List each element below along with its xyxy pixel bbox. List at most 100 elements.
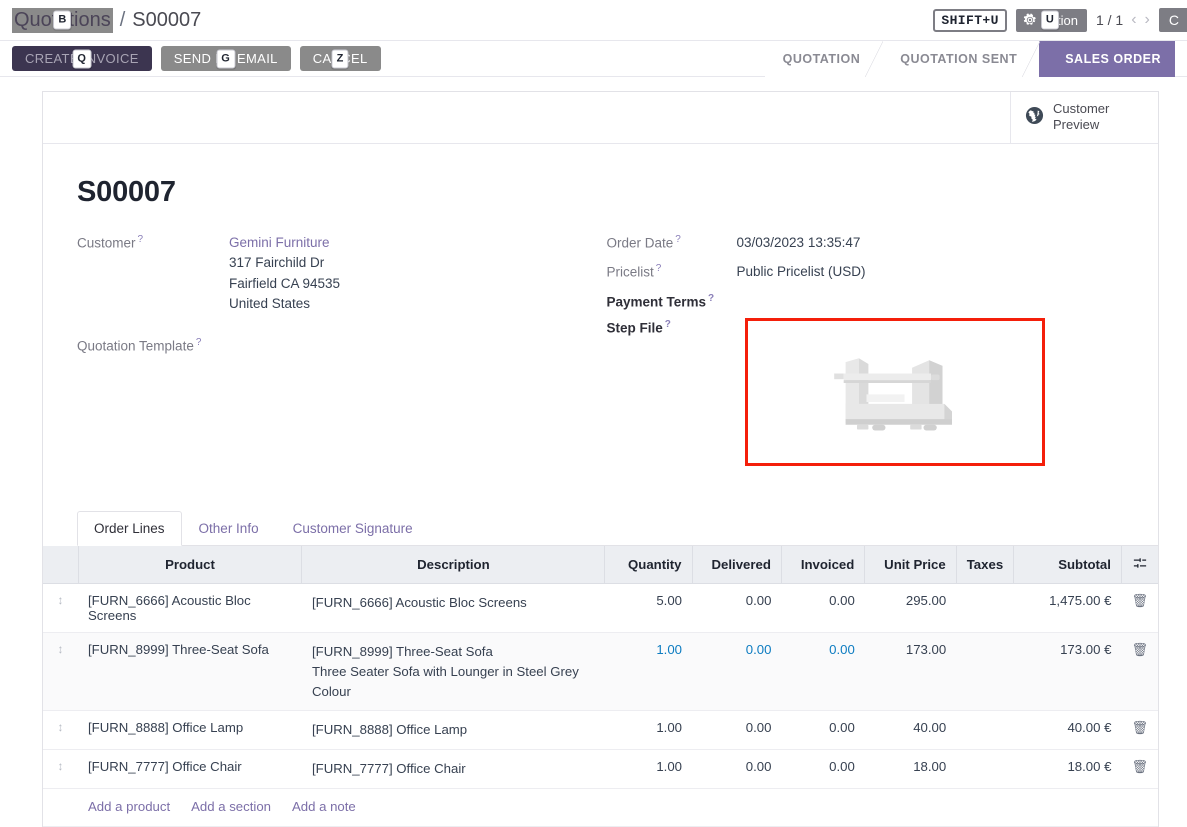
column-drag-handle (43, 546, 79, 585)
cell-product[interactable]: [FURN_6666] Acoustic Bloc Screens (78, 583, 302, 634)
delete-row-button[interactable]: 🗑 (1121, 710, 1158, 751)
help-icon[interactable]: ? (137, 233, 144, 245)
cell-quantity[interactable]: 1.00 (604, 749, 692, 790)
cell-description[interactable]: [FURN_6666] Acoustic Bloc Screens (301, 583, 605, 634)
cell-invoiced[interactable]: 0.00 (781, 583, 865, 634)
cell-invoiced[interactable]: 0.00 (781, 749, 865, 790)
add-a-note-link[interactable]: Add a note (291, 799, 356, 815)
cancel-button[interactable]: CANCEL Z (299, 46, 381, 71)
tab-customer-signature[interactable]: Customer Signature (276, 511, 430, 546)
row-drag-handle[interactable]: ↕ (43, 710, 79, 751)
table-row[interactable]: ↕ [FURN_7777] Office Chair [FURN_7777] O… (43, 749, 1158, 790)
cell-unit-price[interactable]: 18.00 (864, 749, 957, 790)
hotkey-badge-send-email: G (216, 49, 236, 68)
delete-row-button[interactable]: 🗑 (1121, 749, 1158, 790)
chevron-right-icon[interactable]: › (1144, 11, 1150, 28)
description-line: [FURN_6666] Acoustic Bloc Screens (311, 595, 527, 611)
customer-preview-button[interactable]: Customer Preview (1010, 92, 1158, 143)
table-row[interactable]: ↕ [FURN_6666] Acoustic Bloc Screens [FUR… (43, 583, 1158, 634)
status-step-quotation[interactable]: QUOTATION (764, 40, 883, 77)
column-delivered[interactable]: Delivered (692, 546, 782, 585)
customer-field-label: Customer? (77, 233, 229, 251)
tab-other-info[interactable]: Other Info (182, 511, 276, 546)
create-invoice-button[interactable]: CREATE INVOICE Q (12, 46, 152, 71)
control-panel-bar: CREATE INVOICE Q SEND BY EMAIL G CANCEL … (0, 40, 1187, 77)
delete-row-button[interactable]: 🗑 (1121, 632, 1158, 712)
cell-invoiced[interactable]: 0.00 (781, 632, 865, 712)
order-lines-table: Product Description Quantity Delivered I… (43, 546, 1158, 827)
cell-delivered[interactable]: 0.00 (692, 749, 782, 790)
cell-taxes[interactable] (956, 749, 1014, 790)
status-step-sales-order[interactable]: SALES ORDER (1022, 40, 1175, 77)
customer-preview-label: Customer Preview (1053, 101, 1109, 134)
add-a-section-link[interactable]: Add a section (191, 799, 271, 815)
cell-description[interactable]: [FURN_8999] Three-Seat Sofa Three Seater… (301, 632, 605, 712)
cell-delivered[interactable]: 0.00 (692, 583, 782, 634)
cell-quantity[interactable]: 5.00 (604, 583, 692, 634)
payment-terms-label: Payment Terms? (607, 292, 737, 310)
breadcrumb-root-quotations[interactable]: Quotations B (12, 7, 113, 33)
help-icon[interactable]: ? (708, 292, 715, 304)
breadcrumb-current-record: S00007 (132, 8, 202, 31)
step-file-preview[interactable] (744, 318, 1045, 467)
cell-unit-price[interactable]: 295.00 (864, 583, 957, 634)
cell-product[interactable]: [FURN_7777] Office Chair (78, 749, 302, 790)
field-row-order-date: Order Date? 03/03/2023 13:35:47 (607, 233, 1125, 254)
column-description[interactable]: Description (301, 546, 606, 585)
row-drag-handle[interactable]: ↕ (43, 583, 79, 634)
customer-address-line-3: United States (229, 296, 311, 312)
record-pager: 1 / 1 ‹ › (1096, 11, 1150, 29)
page-title: S00007 (77, 175, 176, 208)
hotkey-badge-cancel: Z (331, 49, 349, 68)
tab-customer-signature-label: Customer Signature (292, 521, 413, 537)
field-row-quotation-template: Quotation Template? (77, 336, 595, 354)
quotation-template-label-text: Quotation Template (77, 338, 194, 354)
status-step-quotation-sent[interactable]: QUOTATION SENT (882, 40, 1041, 77)
column-subtotal[interactable]: Subtotal (1013, 546, 1122, 585)
customer-link[interactable]: Gemini Furniture (229, 234, 330, 250)
tab-order-lines[interactable]: Order Lines (77, 511, 182, 547)
cell-product[interactable]: [FURN_8999] Three-Seat Sofa (78, 632, 302, 712)
add-a-product-link[interactable]: Add a product (88, 799, 171, 815)
chevron-left-icon[interactable]: ‹ (1131, 11, 1137, 28)
description-line: [FURN_8888] Office Lamp (311, 722, 468, 738)
help-icon[interactable]: ? (655, 263, 662, 275)
cell-taxes[interactable] (956, 710, 1014, 751)
action-menu-button[interactable]: Action U (1015, 8, 1087, 32)
column-quantity[interactable]: Quantity (604, 546, 693, 585)
table-row[interactable]: ↕ [FURN_8999] Three-Seat Sofa [FURN_8999… (43, 632, 1158, 712)
overflow-button-truncated[interactable]: C (1158, 8, 1187, 32)
help-icon[interactable]: ? (195, 336, 202, 348)
delete-row-button[interactable]: 🗑 (1121, 583, 1158, 634)
cell-description[interactable]: [FURN_8888] Office Lamp (301, 710, 605, 751)
column-product[interactable]: Product (78, 546, 303, 585)
help-icon[interactable]: ? (675, 233, 681, 245)
cell-taxes[interactable] (956, 632, 1014, 712)
cell-product[interactable]: [FURN_8888] Office Lamp (78, 710, 302, 751)
row-drag-handle[interactable]: ↕ (43, 632, 79, 712)
column-unit-price[interactable]: Unit Price (864, 546, 957, 585)
cell-description[interactable]: [FURN_7777] Office Chair (301, 749, 605, 790)
column-taxes[interactable]: Taxes (956, 546, 1015, 585)
notebook-tabs: Order Lines Other Info Customer Signatur… (77, 511, 1158, 547)
table-row[interactable]: ↕ [FURN_8888] Office Lamp [FURN_8888] Of… (43, 710, 1158, 751)
help-icon[interactable]: ? (664, 319, 671, 331)
cell-subtotal: 1,475.00 € (1013, 583, 1122, 634)
cell-delivered[interactable]: 0.00 (692, 632, 782, 712)
pricelist-value[interactable]: Public Pricelist (USD) (736, 264, 866, 280)
send-by-email-button[interactable]: SEND BY EMAIL G (160, 46, 291, 71)
cell-quantity[interactable]: 1.00 (604, 632, 692, 712)
cell-delivered[interactable]: 0.00 (692, 710, 782, 751)
customer-field-value: Gemini Furniture 317 Fairchild Dr Fairfi… (229, 233, 340, 315)
row-drag-handle[interactable]: ↕ (43, 749, 79, 790)
column-invoiced[interactable]: Invoiced (781, 546, 866, 585)
cell-unit-price[interactable]: 173.00 (864, 632, 957, 712)
cell-invoiced[interactable]: 0.00 (781, 710, 865, 751)
column-options-icon[interactable] (1121, 546, 1158, 585)
status-step-quotation-sent-label: QUOTATION SENT (900, 51, 1018, 66)
cell-quantity[interactable]: 1.00 (604, 710, 692, 751)
cell-unit-price[interactable]: 40.00 (864, 710, 957, 751)
order-date-value[interactable]: 03/03/2023 13:35:47 (736, 234, 861, 250)
top-breadcrumb-bar: Quotations B / S00007 SHIFT+U Action U 1… (0, 0, 1187, 41)
cell-taxes[interactable] (956, 583, 1014, 634)
